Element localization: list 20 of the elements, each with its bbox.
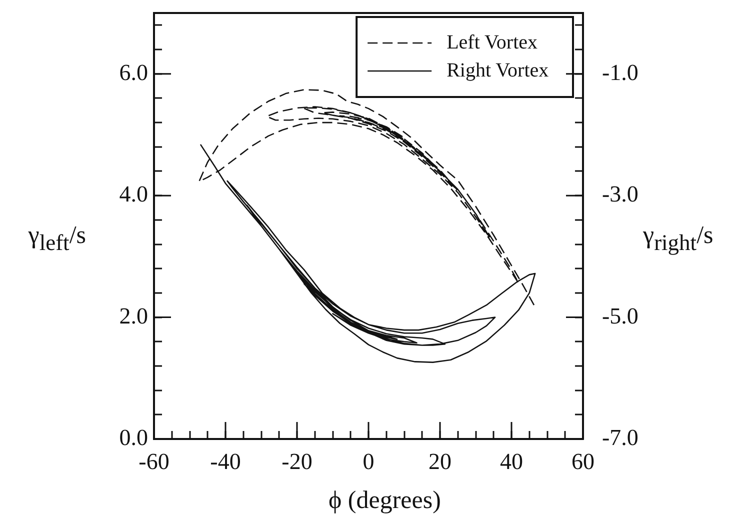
x-tick-label: -40 (210, 448, 241, 474)
y2-tick-label: -3.0 (602, 182, 638, 207)
y-tick-label: 2.0 (119, 303, 148, 328)
y-tick-label: 6.0 (119, 60, 148, 85)
legend-label: Left Vortex (446, 31, 538, 54)
legend-label: Right Vortex (446, 59, 549, 82)
y2-tick-label: -5.0 (602, 303, 638, 328)
x-tick-label: 40 (500, 448, 523, 474)
y2-tick-label: -1.0 (602, 60, 638, 85)
y-tick-label: 0.0 (119, 425, 148, 450)
x-tick-label: -60 (138, 448, 170, 474)
x-tick-label: -20 (282, 448, 312, 474)
y-tick-label: 4.0 (119, 182, 148, 207)
x-tick-label: 60 (572, 448, 594, 474)
x-tick-label: 0 (362, 448, 374, 474)
y2-axis-title: γ$_{right}$/s (643, 221, 714, 255)
y2-tick-label: -7.0 (602, 425, 638, 450)
x-tick-label: 20 (428, 448, 452, 474)
x-axis-title: ϕ (degrees) (328, 486, 441, 516)
y-axis-title: γ$_{left}$/s (28, 221, 86, 255)
